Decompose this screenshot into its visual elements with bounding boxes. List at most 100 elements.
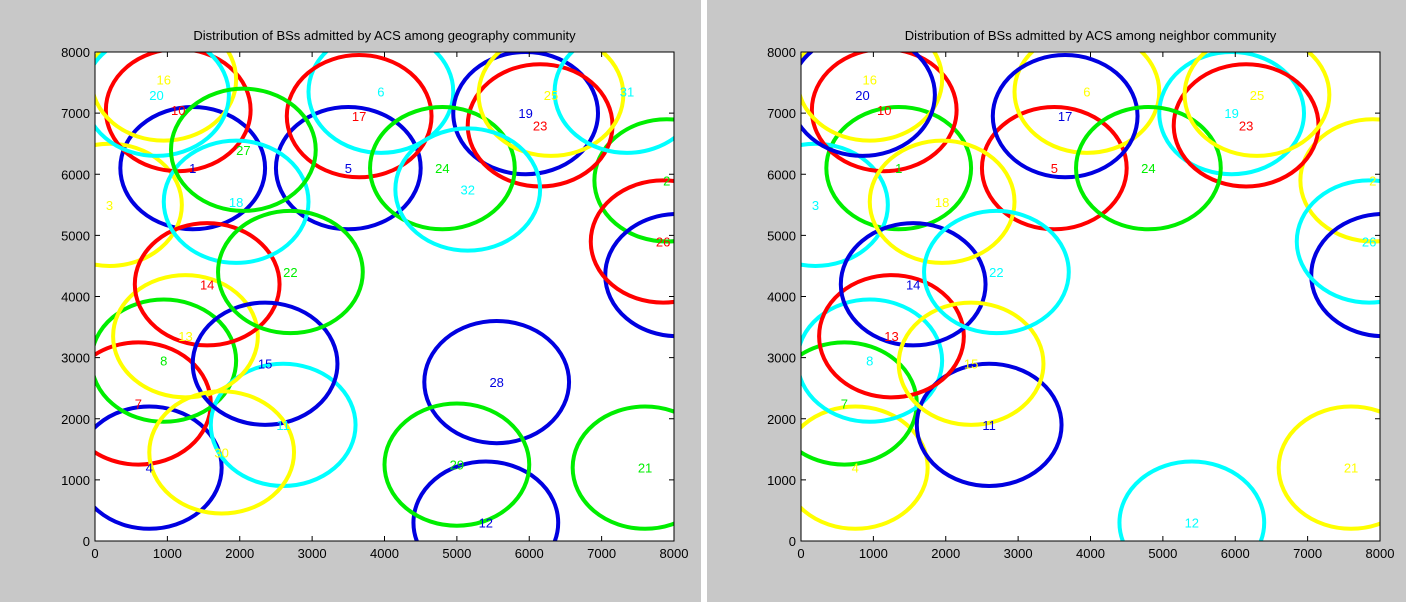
bs-circle-24: [368, 105, 517, 232]
x-tick-label: 7000: [587, 546, 616, 561]
bs-circle-4: [801, 404, 930, 531]
y-tick-label: 8000: [767, 45, 796, 60]
bs-circle-30: [147, 389, 297, 516]
bs-label-25: 25: [544, 88, 558, 103]
bs-label-6: 6: [1083, 85, 1090, 100]
bs-circle-4: [95, 404, 224, 531]
y-tick-label: 8000: [61, 45, 90, 60]
bs-label-23: 23: [1239, 118, 1253, 133]
bs-label-6: 6: [377, 85, 384, 100]
bs-label-29: 29: [450, 458, 464, 473]
bs-circle-10: [103, 52, 253, 174]
labels-layer: 1234567891011121314151617181920212223242…: [106, 73, 681, 531]
bs-label-17: 17: [352, 109, 366, 124]
y-tick-label: 2000: [767, 412, 796, 427]
x-tick-label: 8000: [1366, 546, 1395, 561]
x-tick-label: 5000: [442, 546, 471, 561]
bs-label-8: 8: [160, 354, 167, 369]
bs-circle-11: [914, 361, 1064, 488]
bs-label-7: 7: [841, 396, 848, 411]
y-tick-label: 6000: [61, 167, 90, 182]
bs-circle-20: [801, 52, 937, 158]
y-tick-label: 2000: [61, 412, 90, 427]
figure-divider: [701, 0, 707, 602]
x-tick-label: 4000: [1076, 546, 1105, 561]
chart-title: Distribution of BSs admitted by ACS amon…: [193, 28, 576, 43]
labels-layer: 1234567891011121314151617181920212223242…: [812, 73, 1387, 531]
bs-label-13: 13: [884, 329, 898, 344]
x-tick-label: 6000: [1221, 546, 1250, 561]
bs-label-7: 7: [135, 396, 142, 411]
bs-circle-18: [867, 138, 1017, 265]
y-tick-label: 1000: [767, 473, 796, 488]
bs-circle-21: [1276, 404, 1380, 531]
x-tick-label: 7000: [1293, 546, 1322, 561]
bs-circle-2: [592, 117, 674, 244]
bs-label-24: 24: [435, 161, 449, 176]
y-tick-label: 7000: [767, 106, 796, 121]
bs-circle-16: [801, 52, 945, 143]
circles-layer: [801, 52, 1380, 541]
bs-label-10: 10: [171, 103, 185, 118]
bs-label-19: 19: [1224, 106, 1238, 121]
chart-title: Distribution of BSs admitted by ACS amon…: [905, 28, 1277, 43]
x-tick-label: 3000: [1004, 546, 1033, 561]
bs-label-27: 27: [236, 143, 250, 158]
bs-circle-16: [95, 52, 239, 143]
y-tick-label: 0: [83, 534, 90, 549]
bs-label-5: 5: [345, 161, 352, 176]
bs-circle-26: [588, 178, 674, 305]
y-tick-label: 6000: [767, 167, 796, 182]
bs-label-28: 28: [489, 375, 503, 390]
bs-label-2: 2: [663, 173, 670, 188]
y-tick-label: 4000: [767, 290, 796, 305]
y-tick-label: 4000: [61, 290, 90, 305]
bs-label-3: 3: [106, 198, 113, 213]
bs-label-3: 3: [812, 198, 819, 213]
x-tick-label: 1000: [153, 546, 182, 561]
bs-label-9: 9: [1380, 268, 1387, 283]
bs-circle-15: [190, 300, 340, 427]
bs-label-16: 16: [157, 73, 171, 88]
bs-label-9: 9: [674, 268, 681, 283]
bs-label-12: 12: [479, 516, 493, 531]
bs-label-5: 5: [1051, 161, 1058, 176]
bs-label-32: 32: [460, 183, 474, 198]
bs-circle-8: [801, 297, 945, 424]
x-axis: 0 1000 2000 3000 4000 5000 6000 7000 8000: [91, 52, 688, 561]
bs-label-14: 14: [200, 277, 214, 292]
bs-label-16: 16: [863, 73, 877, 88]
chart-neighbor-community: Distribution of BSs admitted by ACS amon…: [767, 28, 1394, 561]
bs-circle-29: [382, 401, 532, 528]
bs-label-22: 22: [989, 265, 1003, 280]
bs-circle-8: [95, 297, 239, 424]
x-tick-label: 8000: [660, 546, 689, 561]
bs-circle-27: [168, 86, 318, 213]
bs-circle-9: [1309, 212, 1380, 339]
bs-circle-5: [979, 105, 1129, 232]
y-tick-label: 3000: [61, 351, 90, 366]
y-axis: 0 1000 2000 3000 4000 5000 6000 7000 8000: [767, 45, 1380, 549]
bs-label-19: 19: [518, 106, 532, 121]
bs-label-21: 21: [1344, 461, 1358, 476]
bs-circle-13: [817, 273, 966, 400]
bs-label-23: 23: [533, 118, 547, 133]
y-tick-label: 1000: [61, 473, 90, 488]
bs-circle-19: [1157, 52, 1306, 177]
bs-circle-9: [603, 212, 674, 339]
circles-layer: [95, 52, 674, 541]
bs-label-15: 15: [258, 357, 272, 372]
bs-circle-28: [422, 318, 572, 446]
bs-circle-26: [1294, 178, 1380, 305]
y-tick-label: 7000: [61, 106, 90, 121]
bs-circle-25: [476, 52, 626, 158]
bs-label-30: 30: [214, 445, 228, 460]
x-tick-label: 2000: [931, 546, 960, 561]
bs-label-8: 8: [866, 354, 873, 369]
bs-circle-24: [1074, 105, 1223, 232]
y-tick-label: 0: [789, 534, 796, 549]
bs-circle-25: [1182, 52, 1332, 158]
x-axis: 0 1000 2000 3000 4000 5000 6000 7000 8000: [797, 52, 1394, 561]
bs-circle-12: [411, 459, 561, 541]
bs-circle-10: [809, 52, 959, 174]
